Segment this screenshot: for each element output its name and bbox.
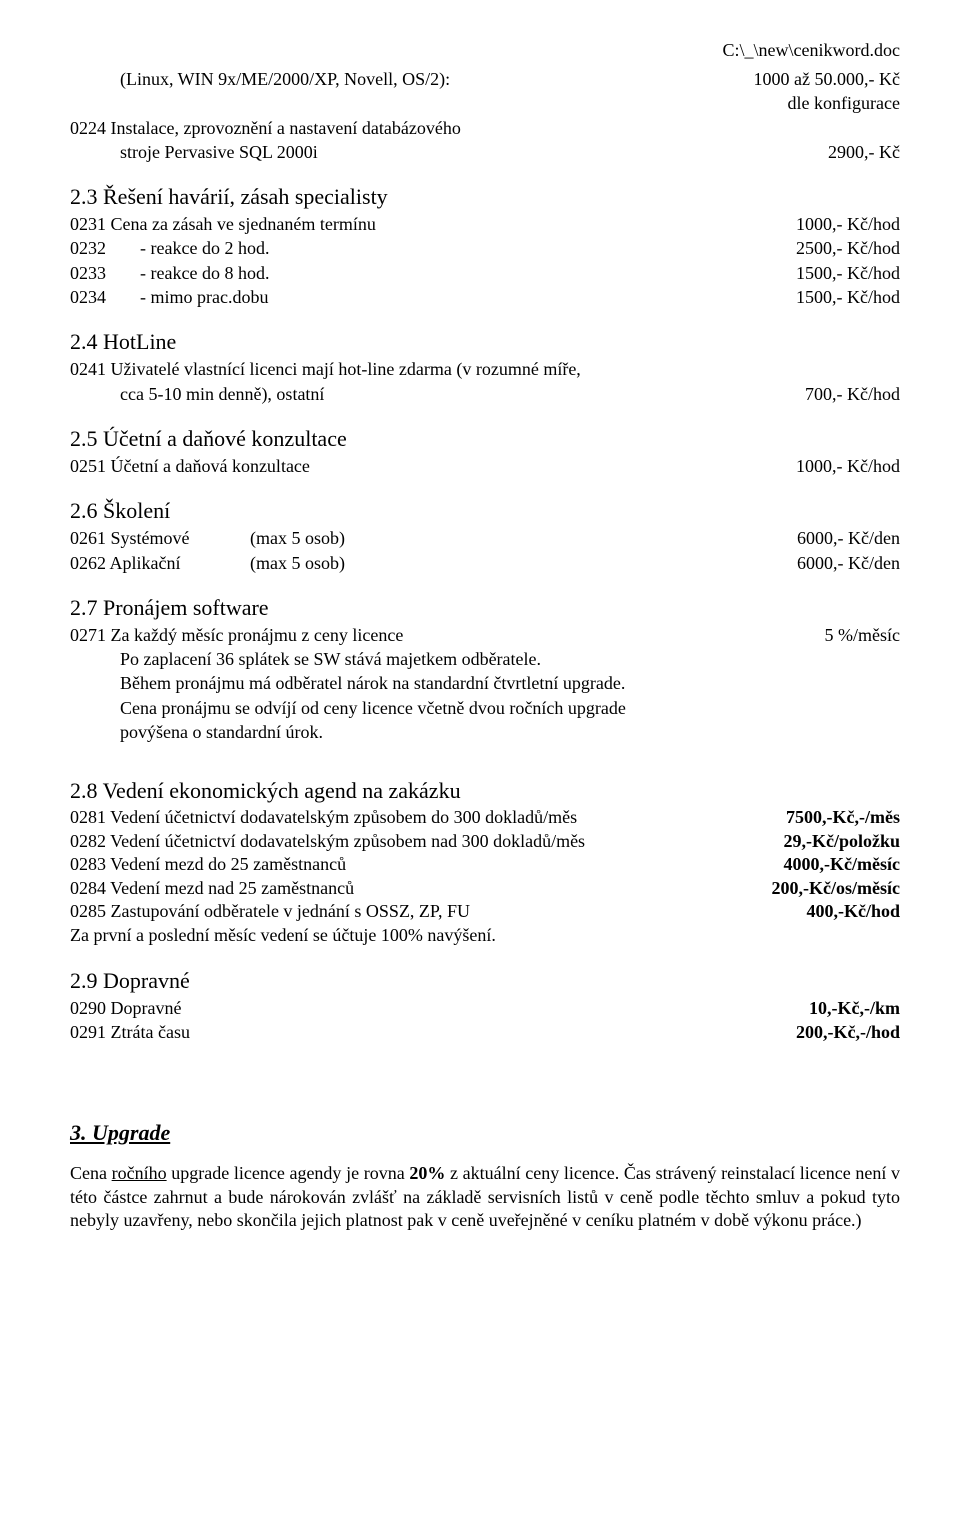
section-title-3: 3. Upgrade	[70, 1120, 900, 1146]
line-text: 0285 Zastupování odběratele v jednání s …	[70, 900, 786, 923]
line-text: 0231 Cena za zásah ve sjednaném termínu	[70, 212, 776, 236]
item-code: 0234	[70, 285, 140, 309]
line-text: (Linux, WIN 9x/ME/2000/XP, Novell, OS/2)…	[70, 67, 734, 91]
line-text: 0224 Instalace, zprovoznění a nastavení …	[70, 116, 900, 140]
para-underline: ročního	[112, 1163, 167, 1183]
item-code-name: 0262 Aplikační	[70, 551, 250, 575]
item-note: (max 5 osob)	[250, 526, 430, 550]
section-title-2-4: 2.4 HotLine	[70, 329, 900, 355]
line-note: dle konfigurace	[768, 91, 900, 115]
para-text: Cena	[70, 1163, 112, 1183]
line-text: 0283 Vedení mezd do 25 zaměstnanců	[70, 853, 764, 876]
line-text: stroje Pervasive SQL 2000i	[70, 140, 808, 164]
line-price: 700,- Kč/hod	[785, 382, 900, 406]
line-text: cca 5-10 min denně), ostatní	[70, 382, 785, 406]
para-bold: 20%	[409, 1163, 445, 1183]
line-price: 200,-Kč,-/hod	[776, 1020, 900, 1044]
line-text: 0251 Účetní a daňová konzultace	[70, 454, 776, 478]
line-text: povýšena o standardní úrok.	[70, 720, 900, 744]
line-text: 0282 Vedení účetnictví dodavatelským způ…	[70, 830, 763, 853]
para-text: upgrade licence agendy je rovna	[167, 1163, 410, 1183]
section-title-2-5: 2.5 Účetní a daňové konzultace	[70, 426, 900, 452]
line-text: 0281 Vedení účetnictví dodavatelským způ…	[70, 806, 766, 829]
item-text: - reakce do 8 hod.	[140, 261, 796, 285]
line-text: Během pronájmu má odběratel nárok na sta…	[70, 671, 900, 695]
line-text: Po zaplacení 36 splátek se SW stává maje…	[70, 647, 900, 671]
item-code: 0232	[70, 236, 140, 260]
section-title-2-3: 2.3 Řešení havárií, zásah specialisty	[70, 184, 900, 210]
line-price: 2900,- Kč	[808, 140, 900, 164]
line-price: 400,-Kč/hod	[786, 900, 900, 923]
line-text: Cena pronájmu se odvíjí od ceny licence …	[70, 696, 900, 720]
item-code-name: 0261 Systémové	[70, 526, 250, 550]
line-price: 1000 až 50.000,- Kč	[734, 67, 900, 91]
item-note: (max 5 osob)	[250, 551, 430, 575]
line-price: 6000,- Kč/den	[430, 526, 900, 550]
line-price: 1500,- Kč/hod	[796, 285, 900, 309]
line-price: 10,-Kč,-/km	[789, 996, 900, 1020]
line-price: 2500,- Kč/hod	[796, 236, 900, 260]
line-price: 4000,-Kč/měsíc	[764, 853, 900, 876]
section-title-2-8: 2.8 Vedení ekonomických agend na zakázku	[70, 778, 900, 804]
section-title-2-6: 2.6 Školení	[70, 498, 900, 524]
line-price: 6000,- Kč/den	[430, 551, 900, 575]
item-text: - mimo prac.dobu	[140, 285, 796, 309]
line-price: 1500,- Kč/hod	[796, 261, 900, 285]
line-text: 0290 Dopravné	[70, 996, 789, 1020]
line-text: 0284 Vedení mezd nad 25 zaměstnanců	[70, 877, 752, 900]
section-title-2-7: 2.7 Pronájem software	[70, 595, 900, 621]
line-text: 0241 Uživatelé vlastnící licenci mají ho…	[70, 357, 900, 381]
line-text: 0271 Za každý měsíc pronájmu z ceny lice…	[70, 623, 805, 647]
line-price: 29,-Kč/položku	[763, 830, 900, 853]
doc-path: C:\_\new\cenikword.doc	[70, 40, 900, 61]
section-title-2-9: 2.9 Dopravné	[70, 968, 900, 994]
line-text: Za první a poslední měsíc vedení se účtu…	[70, 923, 900, 947]
upgrade-paragraph: Cena ročního upgrade licence agendy je r…	[70, 1162, 900, 1232]
item-code: 0233	[70, 261, 140, 285]
line-price: 5 %/měsíc	[805, 623, 900, 647]
line-text: 0291 Ztráta času	[70, 1020, 776, 1044]
item-text: - reakce do 2 hod.	[140, 236, 796, 260]
line-price: 1000,- Kč/hod	[776, 454, 900, 478]
line-price: 200,-Kč/os/měsíc	[752, 877, 900, 900]
line-price: 7500,-Kč,-/měs	[766, 806, 900, 829]
line-price: 1000,- Kč/hod	[776, 212, 900, 236]
